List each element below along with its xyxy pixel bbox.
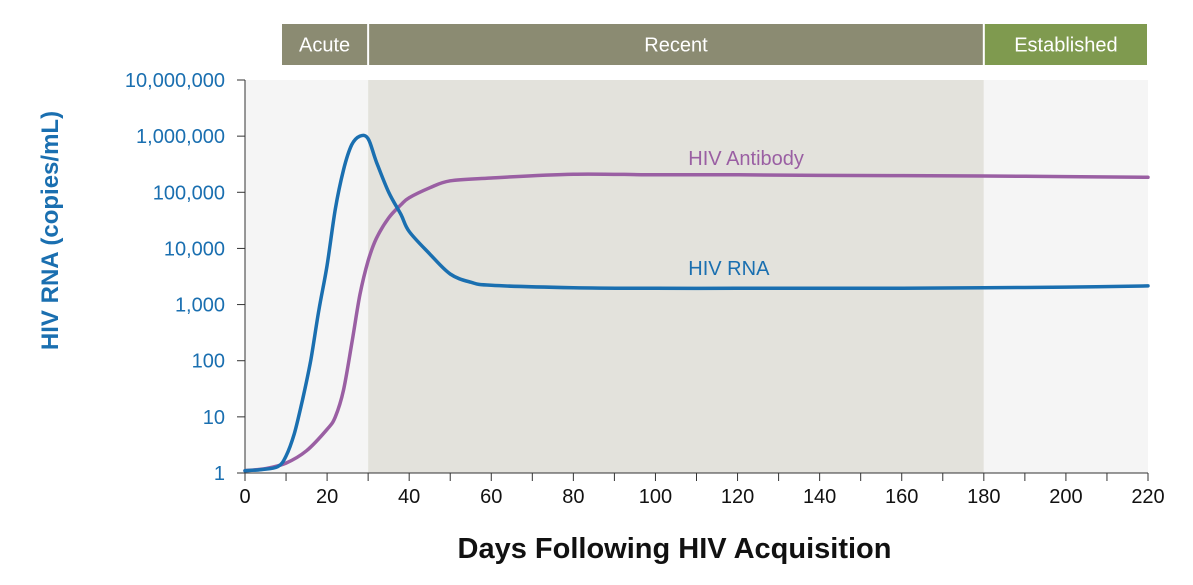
- y-tick-label: 10,000: [164, 238, 225, 260]
- series-labels: HIV Antibody HIV RNA: [688, 148, 804, 280]
- x-tick-label: 80: [562, 486, 584, 508]
- y-tick-label: 100,000: [153, 182, 225, 204]
- x-tick-label: 20: [316, 486, 338, 508]
- x-tick-label: 180: [967, 486, 1000, 508]
- y-tick-label: 10,000,000: [125, 70, 225, 92]
- x-tick-label: 220: [1131, 486, 1164, 508]
- x-tick-label: 40: [398, 486, 420, 508]
- x-axis-title: Days Following HIV Acquisition: [458, 533, 892, 565]
- x-tick-label: 140: [803, 486, 836, 508]
- y-tick-label: 1,000,000: [136, 126, 225, 148]
- y-tick-label: 100: [192, 351, 225, 373]
- x-tick-label: 200: [1049, 486, 1082, 508]
- phase-band-established: [984, 24, 1147, 65]
- y-tick-label: 1: [214, 463, 225, 485]
- x-tick-labels: 0 20 40 60 80 100 120 140 160 180 200 220: [239, 473, 1165, 508]
- phase-shade-acute: [245, 80, 369, 473]
- y-axis-title: HIV RNA (copies/mL): [37, 111, 64, 350]
- y-tick-labels: 1 10 100 1,000 10,000 100,000 1,000,000 10,000,…: [125, 70, 245, 485]
- series-line-hiv-antibody: [243, 172, 1150, 473]
- x-tick-label: 0: [239, 486, 250, 508]
- x-tick-label: 60: [480, 486, 502, 508]
- series-label-hiv-antibody: HIV Antibody: [688, 148, 804, 170]
- phase-label-recent: Recent: [644, 35, 708, 57]
- phase-label-established: Established: [1014, 35, 1117, 57]
- y-tick-label: 10: [203, 407, 225, 429]
- y-tick-label: 1,000: [175, 295, 225, 317]
- series-label-hiv-rna: HIV RNA: [688, 258, 770, 280]
- x-tick-label: 160: [885, 486, 918, 508]
- x-tick-label: 100: [639, 486, 672, 508]
- series-line-hiv-rna: [243, 133, 1150, 473]
- phase-band-acute: [282, 24, 368, 65]
- phase-label-acute: Acute: [299, 35, 350, 57]
- phase-shading: [245, 80, 1148, 473]
- x-tick-label: 120: [721, 486, 754, 508]
- phase-bands: Acute Recent Established: [282, 24, 1147, 65]
- phase-band-recent: [369, 24, 983, 65]
- phase-shade-established: [983, 80, 1148, 473]
- series-lines: [243, 133, 1150, 473]
- phase-shade-recent: [368, 80, 984, 473]
